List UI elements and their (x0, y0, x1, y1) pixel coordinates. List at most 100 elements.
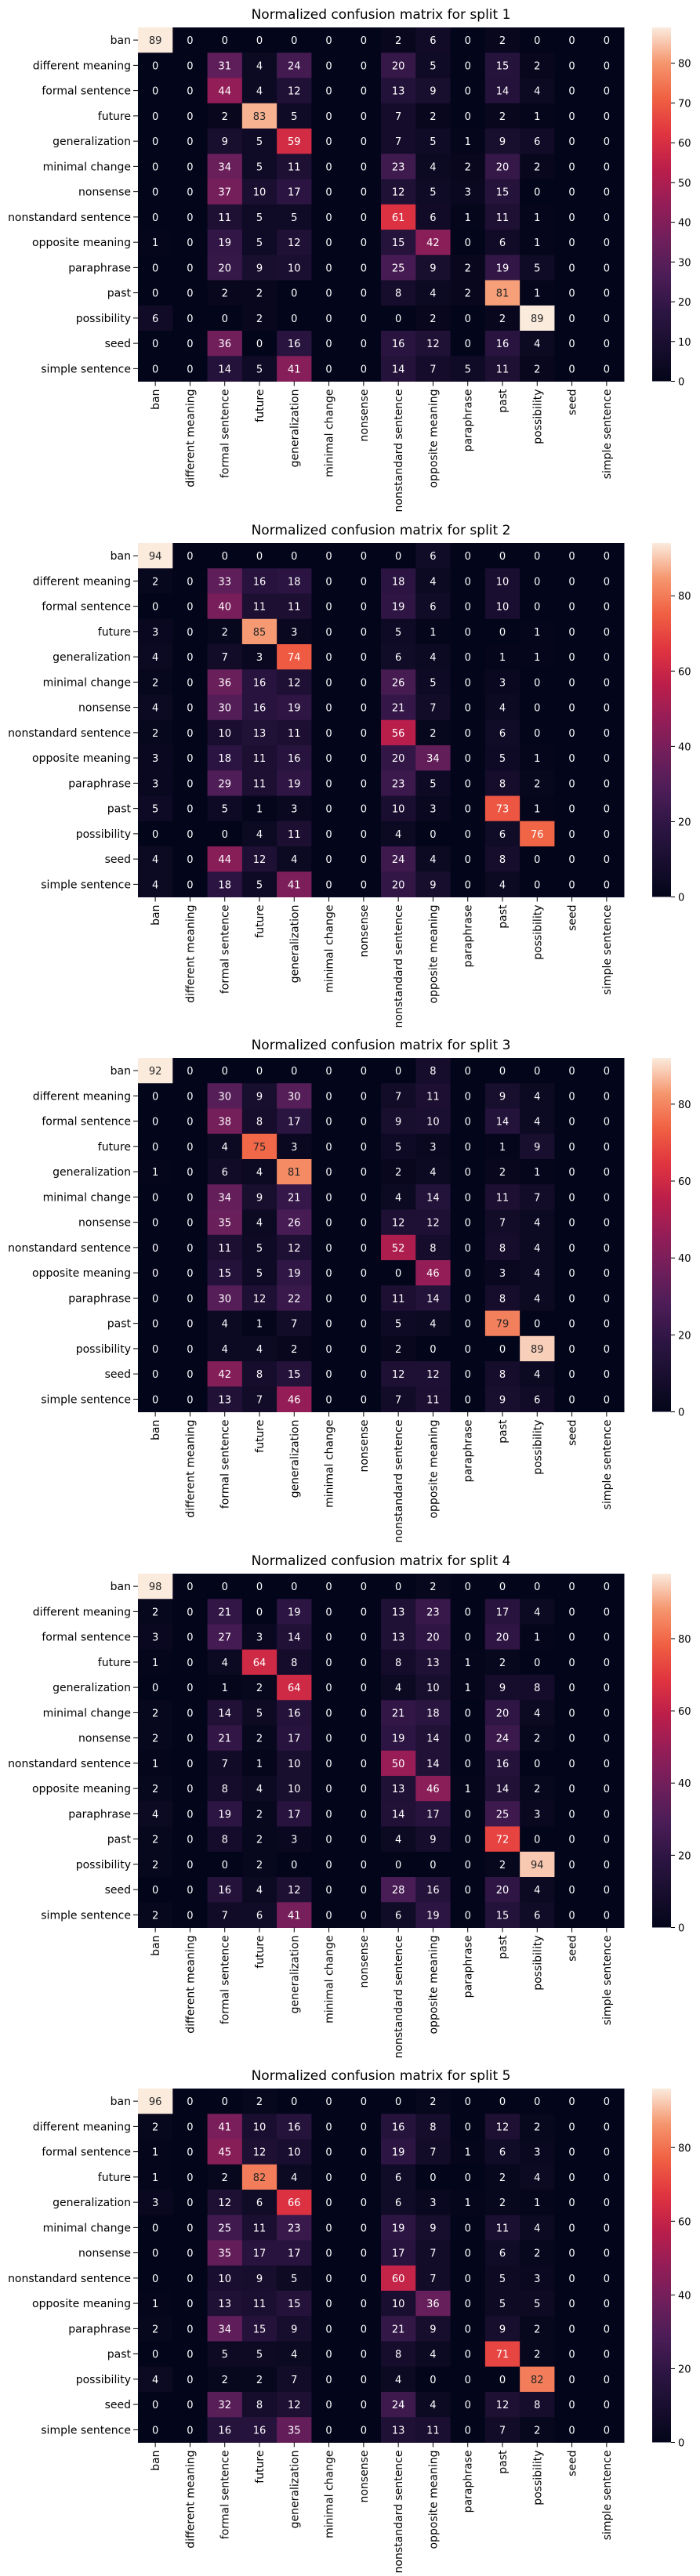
cell-value-label: 0 (361, 551, 367, 563)
cell-value-label: 0 (604, 2121, 610, 2133)
heatmap-cell (207, 543, 243, 569)
y-tick-label: generalization (53, 136, 131, 148)
heatmap-cell (381, 2139, 416, 2165)
cell-value-label: 2 (430, 111, 436, 123)
cell-value-label: 0 (604, 136, 610, 148)
cell-value-label: 14 (288, 1632, 301, 1644)
cell-value-label: 4 (534, 1885, 540, 1897)
cell-value-label: 0 (361, 1784, 367, 1795)
heatmap-cell (311, 593, 347, 620)
heatmap-cell (554, 1851, 590, 1878)
heatmap-cell (450, 2417, 486, 2443)
cell-value-label: 3 (430, 804, 436, 816)
heatmap-cell (277, 2291, 312, 2317)
x-tick-label: generalization (288, 1936, 301, 2014)
heatmap-cell (415, 154, 452, 179)
cell-value-label: 0 (568, 1218, 575, 1230)
heatmap-cell (484, 2114, 520, 2139)
x-tick-label: past (497, 1935, 510, 1959)
heatmap-cell (589, 1108, 625, 1135)
heatmap-cell (138, 2265, 173, 2292)
y-tick-label: seed (105, 1368, 131, 1381)
heatmap-cell (589, 1675, 625, 1701)
colorbar-tick-label: 60 (678, 1176, 691, 1188)
heatmap-cell (241, 795, 277, 822)
heatmap-cell (520, 644, 555, 670)
cell-value-label: 4 (256, 1344, 263, 1356)
heatmap-cell (277, 669, 312, 695)
heatmap-cell (520, 2291, 555, 2317)
cell-value-label: 0 (465, 1632, 471, 1644)
cell-value-label: 0 (568, 1784, 575, 1795)
cell-value-label: 0 (361, 1658, 367, 1669)
heatmap-cell (346, 2139, 382, 2165)
heatmap-cell (450, 53, 486, 78)
cell-value-label: 0 (187, 2248, 193, 2260)
cell-value-label: 0 (568, 551, 575, 563)
y-tick-label: seed (105, 338, 131, 350)
heatmap-cell (589, 2089, 625, 2114)
cell-value-label: 0 (325, 2197, 332, 2209)
cell-value-label: 0 (325, 1344, 332, 1356)
heatmap-cell (450, 27, 486, 53)
colorbar-tick-label: 30 (678, 257, 691, 269)
cell-value-label: 0 (568, 2248, 575, 2260)
heatmap-cell (172, 1826, 209, 1853)
cell-value-label: 2 (499, 111, 506, 123)
cell-value-label: 0 (534, 551, 540, 563)
cell-value-label: 5 (395, 627, 401, 639)
heatmap-cell (241, 1725, 277, 1752)
cell-value-label: 6 (499, 2147, 506, 2159)
heatmap-cell (241, 1801, 277, 1827)
cell-value-label: 0 (604, 1218, 610, 1230)
heatmap-cell (311, 1750, 347, 1777)
heatmap-cell (207, 1159, 243, 1185)
cell-value-label: 0 (604, 1581, 610, 1593)
heatmap-cell (277, 1877, 312, 1903)
y-tick-label: minimal change (43, 676, 131, 689)
cell-value-label: 0 (604, 728, 610, 740)
cell-value-label: 0 (187, 2375, 193, 2386)
heatmap-cell (346, 305, 382, 332)
y-tick-label: paraphrase (68, 1292, 131, 1305)
cell-value-label: 8 (222, 1835, 228, 1846)
heatmap-cell (484, 2215, 520, 2241)
heatmap-cell (554, 1209, 590, 1236)
heatmap-cell (484, 1599, 520, 1625)
heatmap-cell (346, 1877, 382, 1903)
heatmap-cell (381, 543, 416, 569)
cell-value-label: 0 (604, 2197, 610, 2209)
heatmap-cell (554, 871, 590, 897)
heatmap-cell (484, 2089, 520, 2114)
cell-value-label: 0 (325, 161, 332, 173)
heatmap-cell (381, 2164, 416, 2190)
heatmap-cell (241, 2316, 277, 2342)
heatmap-cell (450, 1234, 486, 1261)
heatmap-cell (277, 1209, 312, 1236)
cell-value-label: 0 (187, 2147, 193, 2159)
cell-value-label: 0 (361, 2375, 367, 2386)
heatmap-cell (241, 1750, 277, 1777)
cell-value-label: 7 (395, 111, 401, 123)
heatmap-cell (346, 2164, 382, 2190)
heatmap-cell (554, 1184, 590, 1210)
heatmap-cell (554, 1700, 590, 1726)
colorbar-tick-label: 20 (678, 2364, 691, 2375)
cell-value-label: 0 (361, 1860, 367, 1871)
cell-value-label: 0 (499, 2096, 506, 2108)
heatmap-cell (520, 204, 555, 230)
heatmap-cell (381, 1649, 416, 1676)
cell-value-label: 3 (256, 1632, 263, 1644)
heatmap-cell (589, 1624, 625, 1650)
heatmap-cell (381, 719, 416, 746)
heatmap-cell (589, 821, 625, 847)
heatmap-cell (415, 1649, 452, 1676)
cell-value-label: 9 (291, 2324, 297, 2335)
cell-value-label: 21 (392, 2324, 405, 2335)
heatmap-cell (207, 2265, 243, 2292)
cell-value-label: 4 (534, 339, 540, 350)
cell-value-label: 2 (534, 1734, 540, 1745)
heatmap-cell (277, 1310, 312, 1337)
heatmap-cell (138, 204, 173, 230)
heatmap-cell (450, 2114, 486, 2139)
